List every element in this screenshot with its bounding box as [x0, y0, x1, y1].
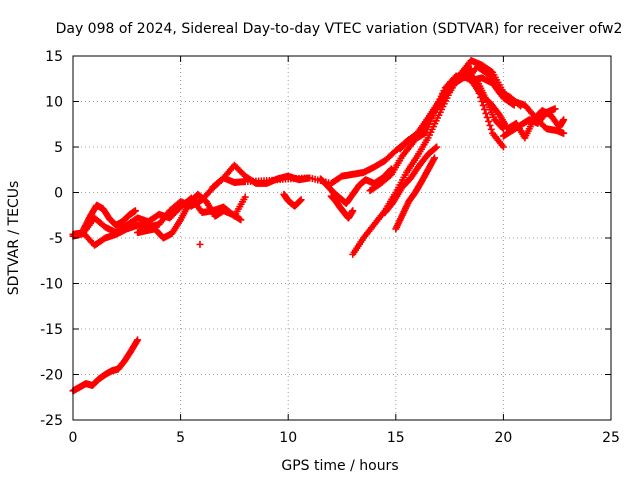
data-point	[237, 216, 245, 224]
data-point	[499, 143, 507, 151]
data-point	[297, 196, 305, 204]
y-tick-label: -25	[40, 413, 63, 429]
data-point	[134, 336, 142, 344]
x-ticks: 0 5 10 15 20 25	[69, 56, 620, 446]
data-point	[196, 240, 204, 248]
x-axis-label: GPS time / hours	[281, 458, 398, 474]
y-tick-label: 10	[45, 95, 63, 111]
data-point	[306, 174, 314, 182]
series-arc-5	[209, 161, 314, 191]
chart-title: Day 098 of 2024, Sidereal Day-to-day VTE…	[56, 21, 623, 37]
data-point	[483, 113, 491, 121]
x-tick-label: 25	[602, 430, 620, 446]
x-tick-label: 5	[176, 430, 185, 446]
series-arc-11	[396, 70, 507, 153]
x-tick-label: 20	[494, 430, 512, 446]
data-point	[430, 155, 438, 163]
data-point	[433, 143, 441, 151]
y-tick-label: 0	[54, 186, 63, 202]
series-arc-16	[499, 105, 559, 140]
data-point	[560, 129, 568, 137]
y-tick-label: 5	[54, 140, 63, 156]
series-arc-early-low	[69, 336, 142, 395]
data-point	[432, 144, 440, 152]
series-arc-3	[80, 201, 139, 233]
series-arc-8	[327, 192, 357, 222]
data-point	[485, 117, 493, 125]
series-arc-9	[349, 65, 507, 258]
series-arc-12	[392, 154, 439, 233]
data-point	[481, 105, 489, 113]
y-tick-label: -20	[40, 368, 63, 384]
data-point	[482, 109, 490, 117]
y-tick-label: -5	[49, 231, 63, 247]
data-point	[349, 207, 357, 215]
y-tick-label: -10	[40, 277, 63, 293]
series-arc-13	[381, 143, 441, 217]
data-points	[69, 57, 568, 395]
series-arc-6	[280, 190, 305, 210]
data-point	[486, 121, 494, 129]
y-tick-label: -15	[40, 322, 63, 338]
data-point	[133, 337, 141, 345]
series-arc-14	[456, 57, 568, 137]
data-point	[431, 154, 439, 162]
series-point-single	[196, 240, 204, 248]
data-point	[551, 105, 559, 113]
y-tick-label: 15	[45, 49, 63, 65]
y-axis-label: SDTVAR / TECUs	[6, 181, 22, 296]
x-tick-label: 0	[69, 430, 78, 446]
data-point	[487, 125, 495, 133]
data-point	[560, 116, 568, 124]
data-point	[131, 207, 139, 215]
x-tick-label: 15	[387, 430, 405, 446]
x-tick-label: 10	[279, 430, 297, 446]
data-point	[241, 193, 249, 201]
series-arc-4	[134, 190, 245, 242]
y-ticks: -25 -20 -15 -10 -5 0 5 10 15	[40, 49, 611, 429]
